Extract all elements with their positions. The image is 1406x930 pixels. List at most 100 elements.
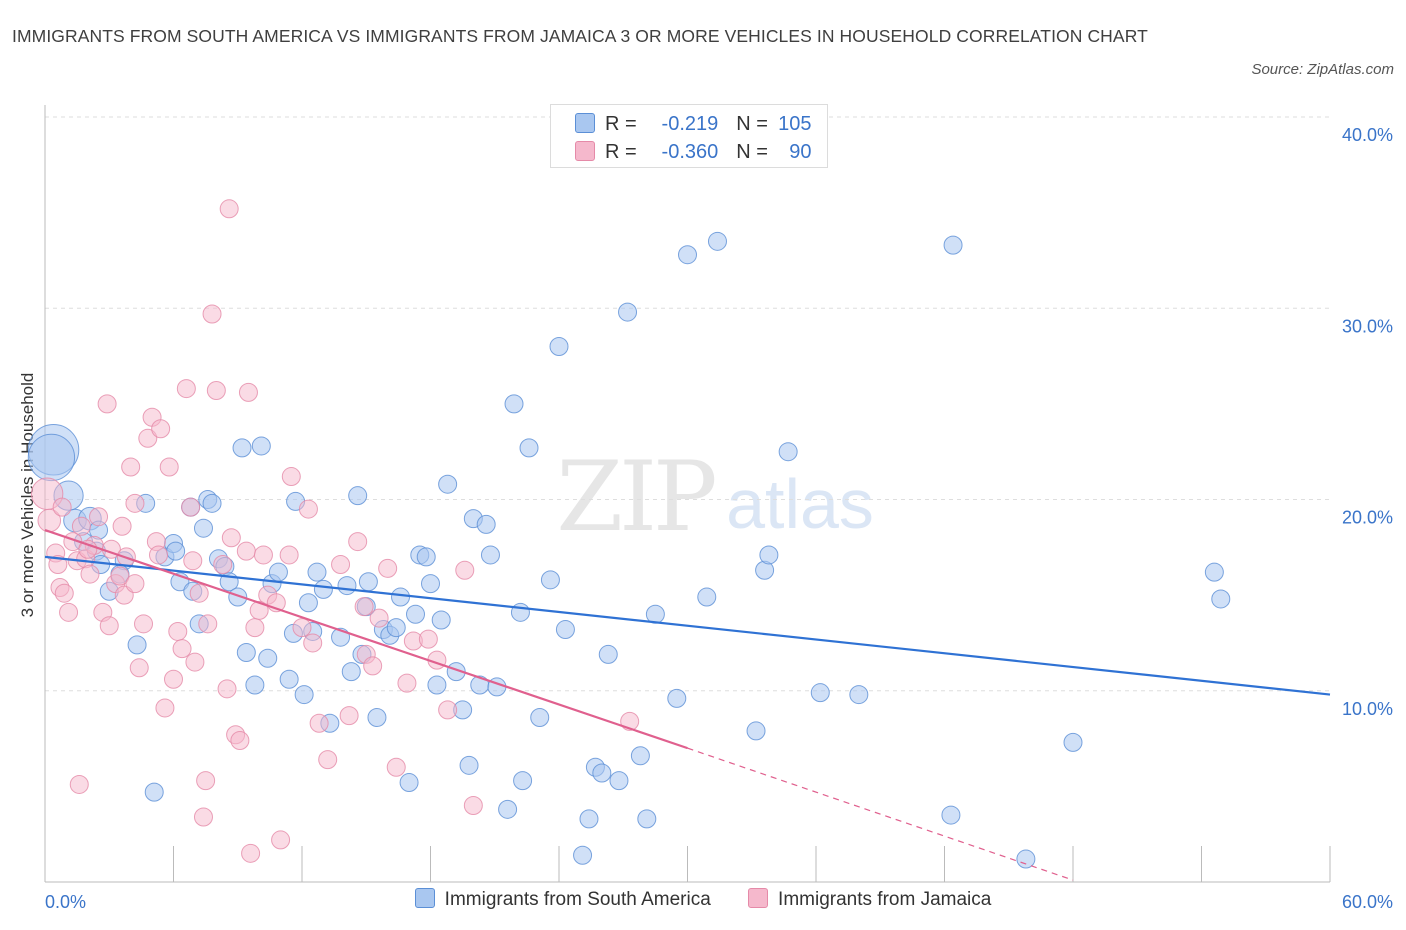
y-tick-label: 40.0% [1342,125,1393,145]
legend-item-jamaica: Immigrants from Jamaica [748,888,991,911]
point-jamaica [292,618,312,638]
point-jamaica [125,574,145,594]
point-jamaica [48,555,68,575]
n-value-jamaica: 90 [789,141,812,163]
point-south-america [759,545,779,565]
point-jamaica [463,796,483,815]
point-jamaica [112,516,132,536]
point-south-america [592,763,612,783]
point-south-america [637,809,657,829]
point-south-america [279,669,299,689]
point-south-america [579,809,599,829]
legend-item-south-america: Immigrants from South America [414,888,711,911]
point-south-america [144,782,164,802]
trendline-jamaica-extension [687,747,1074,881]
point-jamaica [221,528,241,548]
point-jamaica [455,560,475,580]
point-south-america [313,579,333,599]
point-jamaica [378,558,398,578]
point-south-america [193,518,213,538]
point-south-america [504,394,524,414]
point-south-america [510,602,530,622]
point-south-america [245,675,265,695]
point-south-america [416,547,436,567]
r-value-jamaica: -0.360 [661,141,719,163]
point-jamaica [185,652,205,672]
point-jamaica [245,618,265,638]
point-jamaica [369,608,389,628]
point-south-america [609,771,629,791]
point-jamaica [236,541,256,561]
point-south-america [341,662,361,682]
point-south-america [1211,589,1231,609]
point-south-america [498,799,518,819]
point-jamaica [164,669,183,689]
point-south-america [358,572,378,592]
point-south-america [294,685,314,705]
point-south-america [251,436,271,456]
point-south-america [573,845,593,865]
point-south-america [1204,562,1224,582]
point-jamaica [134,614,154,634]
point-south-america [480,545,500,565]
point-jamaica [238,382,258,402]
point-jamaica [253,545,273,565]
point-jamaica [54,583,74,603]
legend-row-south-america: R = -0.219 N = 105 [575,111,812,137]
point-jamaica [189,583,209,603]
y-tick-label: 30.0% [1342,316,1393,336]
point-south-america [307,562,327,582]
point-south-america [810,683,830,703]
point-jamaica [121,457,141,477]
point-south-america [1016,849,1036,869]
point-jamaica [309,713,329,733]
watermark-atlas: atlas [726,465,874,543]
point-jamaica [281,467,301,487]
point-south-america [232,438,252,458]
point-jamaica [241,843,261,863]
point-jamaica [110,566,130,586]
pink-swatch [748,888,769,908]
point-south-america [427,675,447,695]
point-south-america [549,337,569,356]
watermark-zip: ZIP [556,441,715,553]
point-jamaica [271,830,291,850]
point-south-america [630,746,650,766]
r-value-south-america: -0.219 [661,113,719,135]
point-south-america [268,562,288,582]
point-south-america [555,620,575,640]
point-south-america [667,688,687,708]
point-south-america [941,805,961,825]
point-jamaica [206,380,226,400]
point-south-america [258,648,278,668]
point-south-america [746,721,766,741]
point-jamaica [438,700,458,720]
point-south-america [127,635,147,655]
point-jamaica [217,679,237,699]
y-tick-label: 20.0% [1342,508,1393,528]
point-jamaica [354,597,374,617]
point-south-america [236,643,256,662]
point-jamaica [418,629,438,649]
point-jamaica [52,497,72,517]
point-jamaica [71,516,91,536]
point-jamaica [80,564,100,584]
point-jamaica [183,551,203,571]
point-jamaica [59,602,79,622]
point-jamaica [181,497,201,517]
point-south-america [618,302,638,322]
point-south-america [421,574,440,594]
point-south-america [513,771,533,791]
point-south-america [27,433,76,482]
point-jamaica [172,639,192,659]
point-south-america [540,570,560,590]
point-south-america [166,541,186,561]
point-south-america [476,514,496,534]
point-jamaica [331,555,351,575]
point-jamaica [151,419,171,439]
point-south-america [519,438,539,458]
point-south-america [348,486,368,506]
point-jamaica [298,499,318,519]
point-south-america [391,587,411,607]
